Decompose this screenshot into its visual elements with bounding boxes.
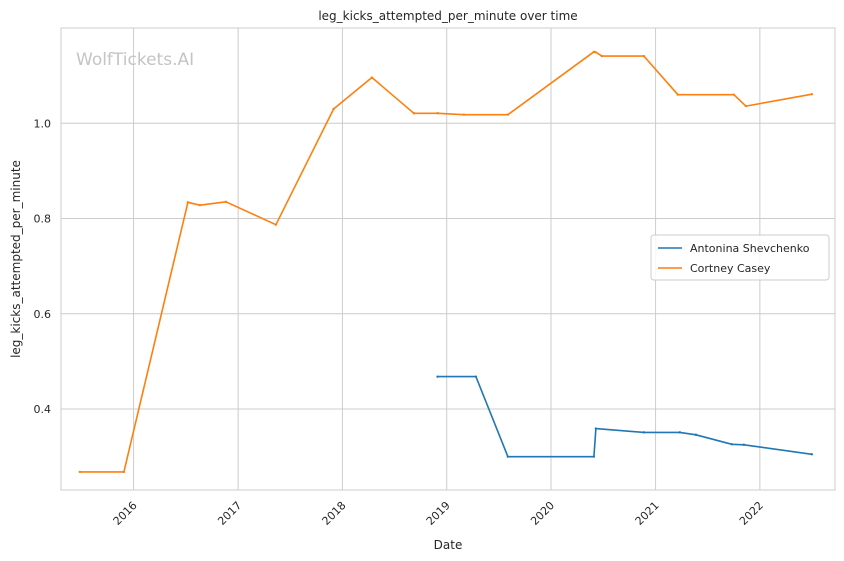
data-point-antonina-shevchenko [642,431,646,434]
y-tick-label: 0.8 [34,213,52,226]
data-point-antonina-shevchenko [810,453,814,456]
series-layer [78,50,814,474]
data-point-cortney-casey [592,50,596,54]
legend-label-cortney-casey: Cortney Casey [690,262,771,275]
tick-labels: 2016 2017 2018 2019 2020 2021 2022 0.4 0.6 0.8 1.0 [34,117,766,528]
x-tick-label: 2022 [737,499,766,528]
data-point-cortney-casey [810,93,814,96]
data-point-cortney-casey [198,203,202,207]
y-tick-label: 0.4 [34,403,52,416]
data-point-cortney-casey [506,113,510,116]
y-axis-label: leg_kicks_attempted_per_minute [9,160,23,358]
data-point-cortney-casey [744,104,748,108]
data-point-antonina-shevchenko [592,455,596,458]
data-point-antonina-shevchenko [506,455,510,458]
data-point-cortney-casey [332,107,335,111]
data-point-cortney-casey [732,93,736,96]
data-point-cortney-casey [676,93,680,96]
data-point-cortney-casey [370,76,374,79]
data-point-antonina-shevchenko [730,443,734,446]
x-tick-label: 2020 [528,499,557,528]
data-point-cortney-casey [122,470,126,474]
legend: Antonina Shevchenko Cortney Casey [650,234,830,281]
legend-label-antonina-shevchenko: Antonina Shevchenko [690,242,810,255]
data-point-cortney-casey [78,470,82,474]
series-line-antonina-shevchenko [437,375,813,458]
data-point-antonina-shevchenko [474,375,478,378]
legend-box [650,234,830,281]
data-point-cortney-casey [274,223,278,226]
y-tick-label: 0.6 [34,308,52,321]
x-tick-label: 2021 [633,499,662,528]
data-point-cortney-casey [462,113,466,116]
x-axis-label: Date [434,538,463,552]
chart-title: leg_kicks_attempted_per_minute over time [318,9,577,23]
data-point-cortney-casey [412,112,416,115]
data-point-cortney-casey [642,54,646,58]
data-point-antonina-shevchenko [436,375,439,378]
data-point-cortney-casey [594,51,598,54]
y-tick-label: 1.0 [34,117,52,130]
watermark: WolfTickets.AI [76,50,194,70]
data-point-antonina-shevchenko [678,431,682,434]
x-tick-label: 2019 [424,499,453,528]
data-point-antonina-shevchenko [594,427,598,430]
data-point-cortney-casey [436,112,440,115]
data-point-cortney-casey [186,201,190,204]
data-point-antonina-shevchenko [694,433,698,436]
x-tick-label: 2016 [111,499,140,528]
x-tick-label: 2018 [320,499,349,528]
data-point-cortney-casey [224,200,228,204]
data-point-cortney-casey [600,54,604,58]
data-point-antonina-shevchenko [742,443,746,446]
plot-frame [60,27,836,491]
series-line-cortney-casey [79,50,813,473]
x-tick-label: 2017 [215,499,244,528]
